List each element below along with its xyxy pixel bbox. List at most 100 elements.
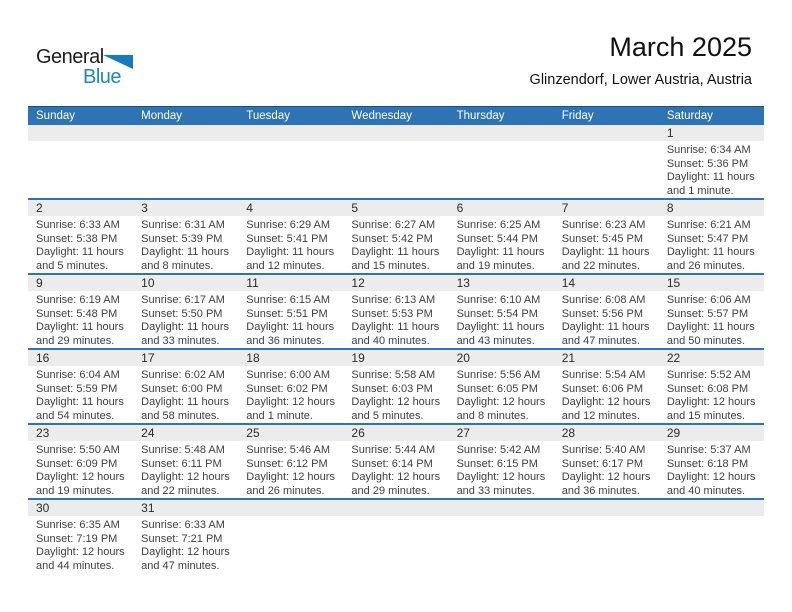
day-cell-empty bbox=[448, 125, 554, 198]
day-number: 2 bbox=[28, 200, 134, 216]
detail-line: and 22 minutes. bbox=[561, 259, 640, 272]
day-cell-13: 13 Sunrise: 6:10 AM Sunset: 5:54 PM Dayligh… bbox=[448, 275, 554, 348]
detail-line: Sunrise: 6:19 AM bbox=[36, 294, 120, 306]
day-number: 3 bbox=[133, 200, 239, 216]
weekday-wednesday: Wednesday bbox=[351, 110, 412, 122]
day-details: Sunrise: 6:33 AM Sunset: 7:21 PM Daylight:… bbox=[133, 516, 238, 573]
day-details bbox=[554, 141, 659, 144]
day-details bbox=[659, 516, 764, 519]
detail-line: and 15 minutes. bbox=[351, 259, 430, 272]
day-number bbox=[553, 500, 659, 516]
detail-line: Daylight: 11 hours bbox=[666, 171, 755, 183]
day-number: 4 bbox=[238, 200, 344, 216]
week-row: 2 Sunrise: 6:33 AM Sunset: 5:38 PM Daylight… bbox=[28, 200, 764, 275]
detail-line: and 1 minute. bbox=[246, 409, 313, 422]
detail-line: Daylight: 11 hours bbox=[36, 396, 124, 408]
detail-line: Daylight: 12 hours bbox=[351, 471, 441, 483]
detail-line: Daylight: 11 hours bbox=[36, 246, 124, 258]
detail-line: Sunset: 6:03 PM bbox=[351, 382, 433, 395]
detail-line: Daylight: 11 hours bbox=[141, 396, 229, 408]
day-number: 19 bbox=[343, 350, 449, 366]
detail-line: Sunrise: 5:54 AM bbox=[561, 369, 646, 381]
detail-line: Daylight: 12 hours bbox=[351, 396, 441, 408]
day-details: Sunrise: 6:19 AM Sunset: 5:48 PM Daylight:… bbox=[28, 291, 133, 348]
detail-line: Sunrise: 6:31 AM bbox=[141, 219, 225, 231]
day-number: 31 bbox=[133, 500, 239, 516]
detail-line: Sunset: 6:09 PM bbox=[36, 457, 118, 470]
day-number bbox=[658, 500, 764, 516]
day-cell-empty bbox=[343, 500, 449, 573]
day-number: 30 bbox=[28, 500, 134, 516]
day-number: 17 bbox=[133, 350, 239, 366]
detail-line: and 19 minutes. bbox=[456, 259, 535, 272]
detail-line: Sunrise: 5:48 AM bbox=[141, 444, 225, 456]
day-cell-11: 11 Sunrise: 6:15 AM Sunset: 5:51 PM Dayligh… bbox=[238, 275, 344, 348]
day-details: Sunrise: 6:02 AM Sunset: 6:00 PM Daylight:… bbox=[133, 366, 238, 423]
day-number: 7 bbox=[553, 200, 659, 216]
detail-line: and 12 minutes. bbox=[561, 409, 640, 422]
day-number: 14 bbox=[553, 275, 659, 291]
day-details: Sunrise: 6:13 AM Sunset: 5:53 PM Daylight:… bbox=[343, 291, 448, 348]
day-number: 20 bbox=[448, 350, 554, 366]
day-details: Sunrise: 6:10 AM Sunset: 5:54 PM Daylight:… bbox=[449, 291, 554, 348]
day-cell-21: 21 Sunrise: 5:54 AM Sunset: 6:06 PM Dayligh… bbox=[553, 350, 659, 423]
day-cell-24: 24 Sunrise: 5:48 AM Sunset: 6:11 PM Dayligh… bbox=[133, 425, 239, 498]
day-cell-empty bbox=[658, 500, 764, 573]
day-cell-26: 26 Sunrise: 5:44 AM Sunset: 6:14 PM Dayligh… bbox=[343, 425, 449, 498]
day-details: Sunrise: 6:25 AM Sunset: 5:44 PM Daylight:… bbox=[449, 216, 554, 273]
day-cell-empty bbox=[553, 125, 659, 198]
day-details: Sunrise: 5:56 AM Sunset: 6:05 PM Daylight:… bbox=[449, 366, 554, 423]
detail-line: Sunset: 5:50 PM bbox=[141, 307, 223, 320]
day-cell-30: 30 Sunrise: 6:35 AM Sunset: 7:19 PM Dayligh… bbox=[28, 500, 134, 573]
weeks-container: 1 Sunrise: 6:34 AM Sunset: 5:36 PM Daylight… bbox=[28, 125, 764, 573]
detail-line: Sunset: 6:08 PM bbox=[666, 382, 749, 395]
day-cell-1: 1 Sunrise: 6:34 AM Sunset: 5:36 PM Daylight… bbox=[658, 125, 764, 198]
day-details: Sunrise: 5:37 AM Sunset: 6:18 PM Daylight:… bbox=[659, 441, 764, 498]
day-cell-29: 29 Sunrise: 5:37 AM Sunset: 6:18 PM Dayligh… bbox=[658, 425, 764, 498]
detail-line: Sunset: 7:19 PM bbox=[36, 532, 118, 545]
day-number: 12 bbox=[343, 275, 449, 291]
detail-line: Sunset: 5:54 PM bbox=[456, 307, 538, 320]
day-cell-25: 25 Sunrise: 5:46 AM Sunset: 6:12 PM Dayligh… bbox=[238, 425, 344, 498]
detail-line: and 12 minutes. bbox=[246, 259, 325, 272]
detail-line: and 47 minutes. bbox=[141, 559, 220, 572]
day-cell-4: 4 Sunrise: 6:29 AM Sunset: 5:41 PM Daylight… bbox=[238, 200, 344, 273]
day-details: Sunrise: 6:17 AM Sunset: 5:50 PM Daylight:… bbox=[133, 291, 238, 348]
detail-line: and 1 minute. bbox=[666, 184, 734, 197]
day-number bbox=[343, 125, 449, 141]
day-details bbox=[238, 141, 343, 144]
detail-line: Daylight: 12 hours bbox=[561, 471, 651, 483]
detail-line: Sunset: 6:14 PM bbox=[351, 457, 433, 470]
day-details: Sunrise: 6:21 AM Sunset: 5:47 PM Daylight:… bbox=[659, 216, 764, 273]
detail-line: Sunset: 6:18 PM bbox=[666, 457, 749, 470]
day-details: Sunrise: 6:06 AM Sunset: 5:57 PM Daylight:… bbox=[659, 291, 764, 348]
day-details: Sunrise: 5:40 AM Sunset: 6:17 PM Daylight:… bbox=[554, 441, 659, 498]
detail-line: Daylight: 12 hours bbox=[246, 471, 335, 483]
day-cell-19: 19 Sunrise: 5:58 AM Sunset: 6:03 PM Dayligh… bbox=[343, 350, 449, 423]
day-number: 28 bbox=[553, 425, 659, 441]
day-cell-empty bbox=[553, 500, 659, 573]
weekday-sunday: Sunday bbox=[36, 110, 76, 122]
day-details: Sunrise: 5:50 AM Sunset: 6:09 PM Daylight:… bbox=[28, 441, 133, 498]
day-cell-22: 22 Sunrise: 5:52 AM Sunset: 6:08 PM Dayligh… bbox=[658, 350, 764, 423]
week-row: 1 Sunrise: 6:34 AM Sunset: 5:36 PM Daylight… bbox=[28, 125, 764, 200]
day-number bbox=[448, 500, 554, 516]
detail-line: and 33 minutes. bbox=[141, 334, 220, 347]
detail-line: Sunrise: 6:23 AM bbox=[561, 219, 646, 231]
day-number: 21 bbox=[553, 350, 659, 366]
detail-line: Sunset: 7:21 PM bbox=[141, 532, 223, 545]
detail-line: Sunrise: 6:33 AM bbox=[36, 219, 120, 231]
detail-line: Sunset: 6:06 PM bbox=[561, 382, 644, 395]
detail-line: and 19 minutes. bbox=[36, 484, 115, 497]
day-details: Sunrise: 6:34 AM Sunset: 5:36 PM Daylight:… bbox=[659, 141, 764, 198]
detail-line: Sunset: 5:39 PM bbox=[141, 232, 223, 245]
day-details: Sunrise: 5:58 AM Sunset: 6:03 PM Daylight:… bbox=[343, 366, 448, 423]
detail-line: Sunrise: 6:35 AM bbox=[36, 519, 120, 531]
day-number: 27 bbox=[448, 425, 554, 441]
week-row: 23 Sunrise: 5:50 AM Sunset: 6:09 PM Dayligh… bbox=[28, 425, 764, 500]
detail-line: Daylight: 11 hours bbox=[36, 321, 124, 333]
detail-line: Sunrise: 5:37 AM bbox=[666, 444, 751, 456]
detail-line: Sunset: 5:53 PM bbox=[351, 307, 433, 320]
detail-line: and 29 minutes. bbox=[36, 334, 115, 347]
day-cell-23: 23 Sunrise: 5:50 AM Sunset: 6:09 PM Dayligh… bbox=[28, 425, 134, 498]
